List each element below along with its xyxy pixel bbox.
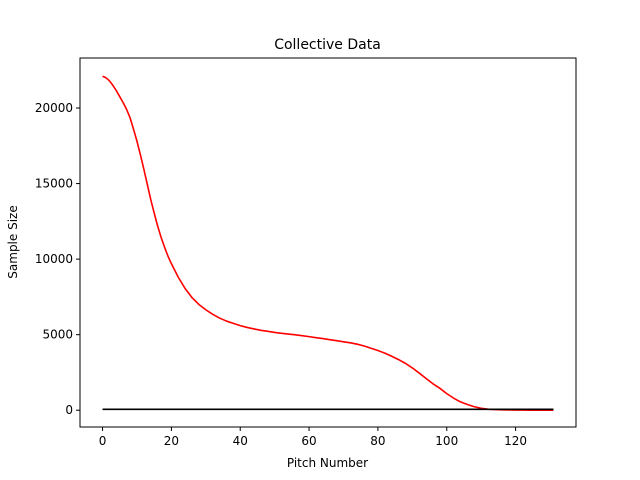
x-axis-label: Pitch Number [287, 456, 368, 470]
y-tick-label: 20000 [35, 101, 73, 115]
series-line-0 [102, 75, 554, 411]
y-tick-label: 15000 [35, 177, 73, 191]
x-tick-label: 100 [435, 434, 458, 448]
x-tick-label: 40 [233, 434, 248, 448]
ticks-layer: 0 20 40 60 80 100 120 0 5000 10000 15000 20000 [35, 101, 527, 448]
y-tick-label: 0 [65, 403, 73, 417]
series-layer [102, 75, 554, 411]
chart-title: Collective Data [274, 37, 381, 53]
y-axis-label: Sample Size [6, 205, 20, 278]
x-tick-label: 0 [99, 434, 107, 448]
x-tick-label: 120 [504, 434, 527, 448]
y-tick-label: 10000 [35, 252, 73, 266]
x-tick-label: 20 [164, 434, 179, 448]
plot-frame [79, 57, 577, 428]
y-tick-label: 5000 [42, 328, 73, 342]
x-tick-label: 80 [370, 434, 385, 448]
x-tick-label: 60 [301, 434, 316, 448]
